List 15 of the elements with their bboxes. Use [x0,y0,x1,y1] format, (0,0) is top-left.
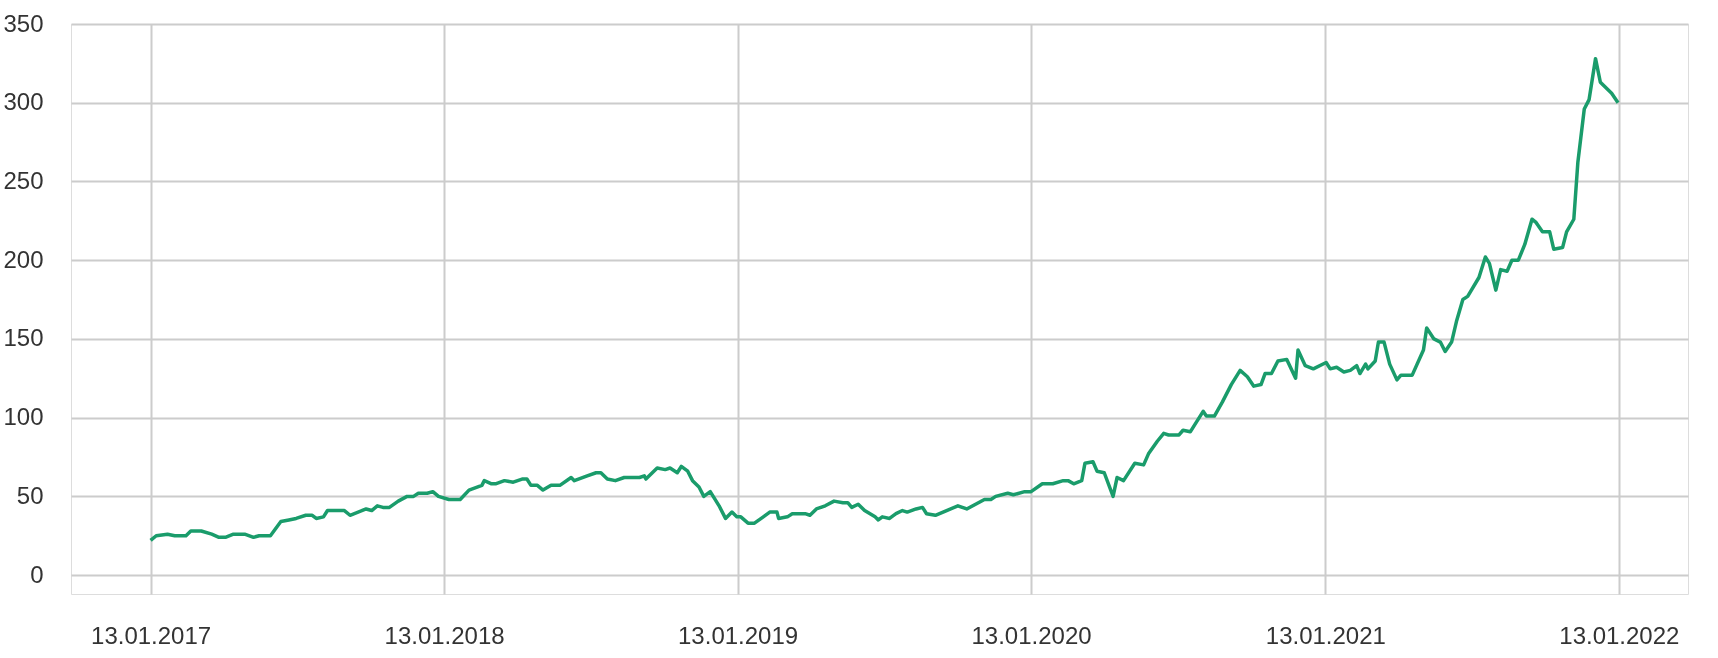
x-tick-label: 13.01.2021 [1265,621,1386,649]
y-tick-label: 350 [3,9,44,37]
line-series [148,56,1620,543]
y-tick-label: 100 [3,403,44,431]
y-tick-label: 150 [3,324,44,352]
y-tick-label: 250 [3,166,44,194]
x-tick-label: 13.01.2019 [678,621,799,649]
y-tick-label: 200 [3,245,44,273]
x-tick-label: 13.01.2022 [1559,621,1680,649]
y-tick-label: 300 [3,88,44,116]
x-tick-label: 13.01.2018 [384,621,505,649]
x-tick-label: 13.01.2017 [91,621,212,649]
y-tick-label: 0 [30,560,44,588]
x-tick-label: 13.01.2020 [971,621,1092,649]
y-tick-label: 50 [16,481,44,509]
